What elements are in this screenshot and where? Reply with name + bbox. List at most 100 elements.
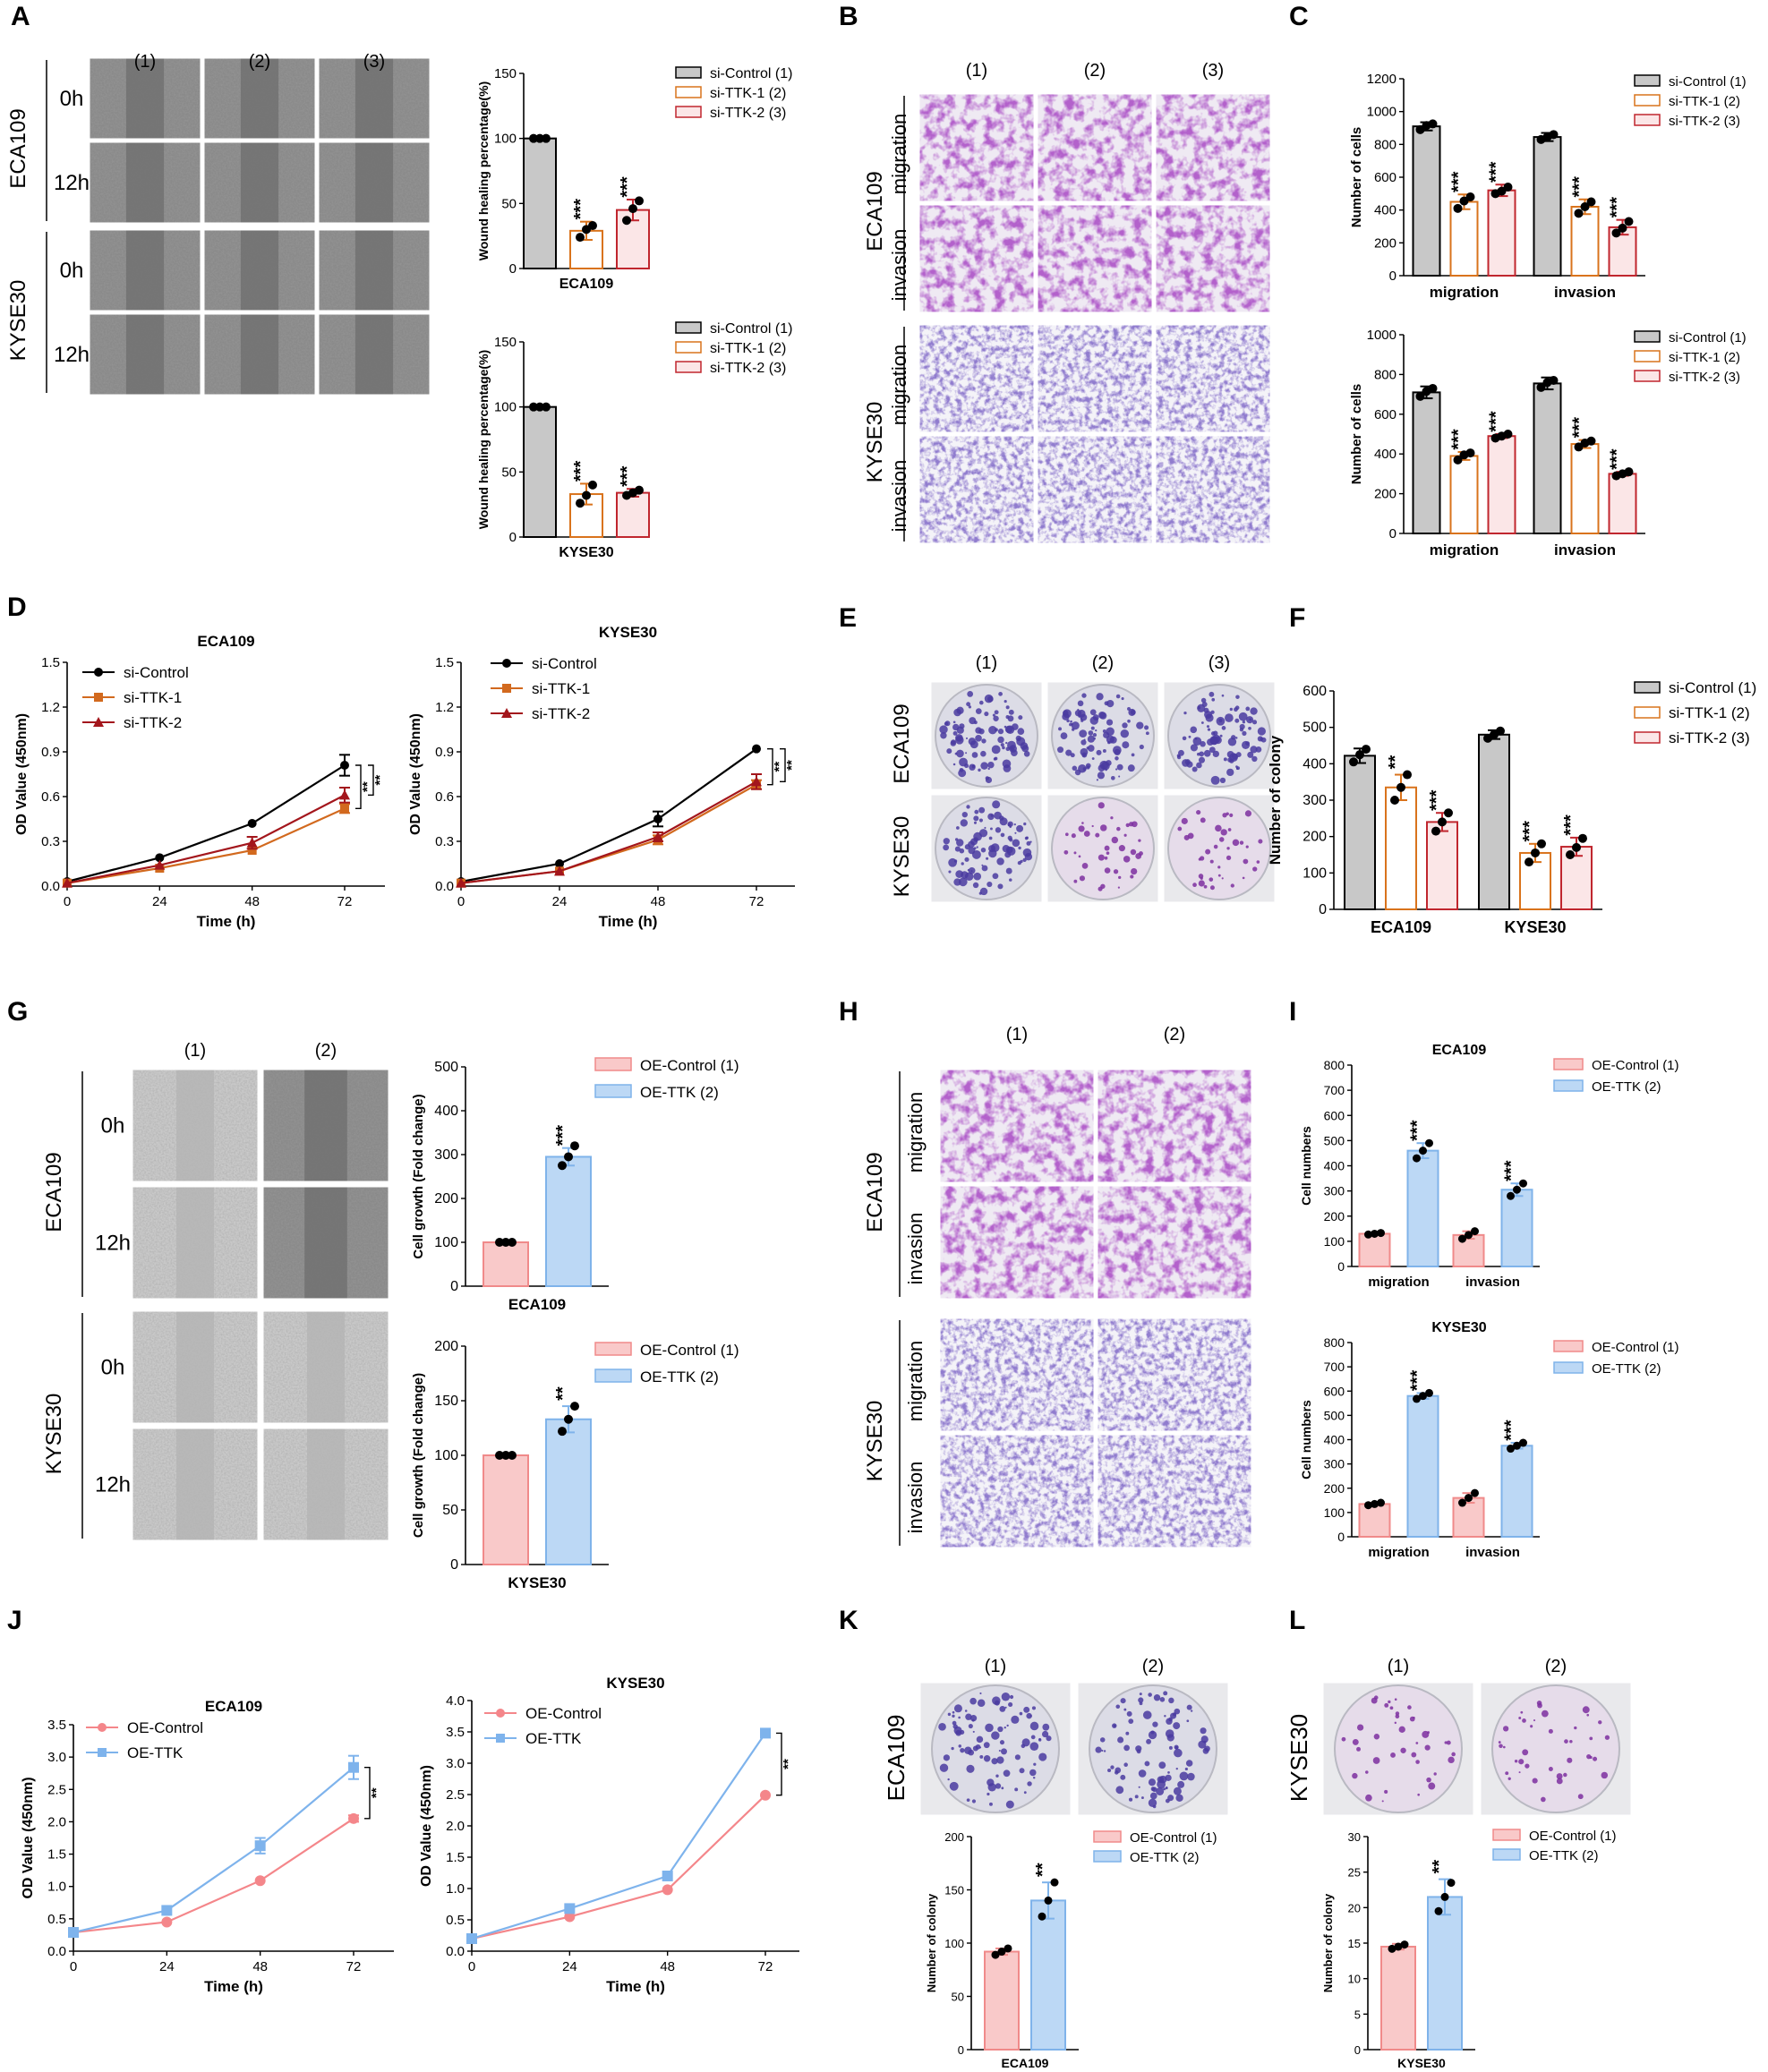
replicate-point [1586,197,1596,207]
colony-dot [1190,726,1198,734]
colony-dot [1016,737,1026,746]
colony-dot [1072,728,1075,731]
micrograph-tile [1163,794,1276,903]
replicate-point [1549,376,1559,386]
replicate-point [1624,467,1634,477]
colony-dot [1250,707,1258,715]
bar [523,137,557,269]
colony-dot [1030,1735,1036,1740]
y-tick-label: 0.6 [41,789,60,805]
x-axis-title: Time (h) [599,913,658,930]
colony-dot [1395,1714,1400,1719]
colony-dot [1115,1786,1124,1795]
bar [1487,435,1516,534]
replicate-point [1580,202,1590,211]
bar [1406,1394,1439,1539]
colony-dot [1112,1723,1117,1728]
colony-dot [1014,1787,1019,1792]
significance-label: *** [1487,161,1507,183]
colony-dot [988,725,997,735]
colony-dot [975,1744,981,1750]
colony-dot [1192,883,1197,888]
micrograph-tile [1097,1434,1252,1548]
colony-dot [1604,1735,1610,1740]
wound-gap [125,58,165,139]
colony-dot [952,1710,955,1714]
replicate-point [495,1238,504,1247]
replicate-point [991,1950,1000,1959]
colony-dot [1502,1726,1509,1732]
replicate-point [1419,1392,1427,1401]
replicate-point [564,1414,573,1424]
legend-swatch [675,361,702,373]
colony-dot [1117,1736,1124,1744]
tile-border [203,141,316,224]
y-tick-label: 10 [1348,1973,1361,1986]
x-tick-label: 0 [70,1959,77,1974]
micrograph-tile [89,141,201,224]
bar-chart-i1: 0 100 200 300 400 500 600 700 800 Cell numbers ***… [1299,1043,1679,1290]
x-tick-label: 24 [152,894,167,909]
colony-dot [999,1740,1005,1745]
colony-dot [1013,823,1016,826]
colony-dot [1444,1741,1448,1744]
colony-dot [1158,1761,1166,1769]
colony-dot [1183,711,1187,715]
legend-swatch [675,86,702,98]
x-tick-label: 48 [252,1959,268,1974]
line-point [662,1871,673,1881]
replicate-point [1611,228,1621,238]
legend-swatch [1634,350,1661,362]
colony-dot [1078,855,1081,858]
y-tick-label: 200 [434,1339,458,1354]
colony-dot [1428,1782,1436,1790]
tile-border [918,324,1035,433]
x-category-label: migration [1430,284,1499,301]
colony-dot [1586,1713,1590,1717]
legend-swatch [1634,681,1661,694]
colony-dot [1146,1738,1152,1744]
colony-dot [1541,1796,1546,1803]
tile-texture [1098,1186,1251,1299]
line-chart-d2: 0.0 0.3 0.6 0.9 1.2 1.5 OD Value (450nm) 0 24 48 7… [408,624,799,930]
colony-dot [999,815,1004,821]
colony-dot [943,1754,951,1761]
replicate-point [535,133,544,143]
line-point [348,1761,359,1773]
colony-dot [1257,727,1266,736]
colony-dot [1140,1796,1144,1800]
colony-dot [1166,1786,1168,1789]
colony-dot [959,723,965,729]
legend-label: si-TTK-1 (2) [1669,350,1740,365]
colony-dot [1001,1786,1004,1790]
micrograph-tile [132,1310,259,1424]
colony-dot [1582,1706,1590,1714]
colony-dot [1245,706,1251,712]
colony-dot [1191,766,1198,772]
legend-label: si-TTK-1 [124,689,182,706]
y-tick-label: 200 [434,1191,458,1207]
micrograph-tile [203,229,316,311]
colony-dot [1210,731,1216,736]
colony-dot [951,1746,954,1751]
significance-label: *** [1449,171,1469,192]
colony-dot [952,1714,955,1718]
colony-dot [1080,747,1089,756]
legend-swatch [1634,330,1661,343]
colony-dot [1185,1760,1193,1767]
colony-dot [1181,817,1188,824]
colony-dot [1122,722,1128,729]
y-tick-label: 4.0 [446,1693,465,1709]
replicate-point [1525,857,1533,867]
y-tick-label: 0 [1337,1530,1345,1544]
tile-border [318,141,431,224]
colony-dot [947,1712,952,1717]
colony-dot [980,762,988,770]
colony-dot [1120,729,1130,738]
colony-dot [1104,856,1108,860]
micrograph-tile [262,1069,389,1182]
colony-dot [1417,1793,1421,1796]
colony-dot [1186,1719,1190,1723]
significance-label: ** [772,762,787,772]
colony-dot [1005,705,1010,710]
